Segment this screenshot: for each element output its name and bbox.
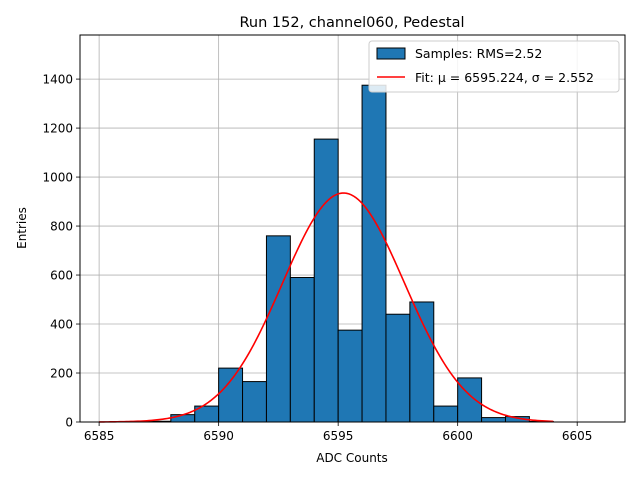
x-tick-label: 6600 — [442, 429, 473, 443]
histogram-bar — [386, 314, 410, 422]
y-tick-label: 800 — [50, 220, 73, 234]
histogram-bar — [434, 406, 458, 422]
legend-label-fit: Fit: μ = 6595.224, σ = 2.552 — [415, 70, 594, 85]
histogram-bars — [147, 85, 553, 422]
histogram-bar — [362, 85, 386, 422]
y-tick-label: 1000 — [42, 171, 73, 185]
x-axis-label: ADC Counts — [316, 451, 388, 465]
legend: Samples: RMS=2.52 Fit: μ = 6595.224, σ =… — [369, 41, 619, 92]
x-tick-label: 6595 — [323, 429, 354, 443]
histogram-bar — [458, 378, 482, 422]
histogram-bar — [243, 382, 267, 422]
chart-title: Run 152, channel060, Pedestal — [239, 15, 464, 31]
y-tick-label: 200 — [50, 367, 73, 381]
y-tick-label: 1400 — [42, 73, 73, 87]
x-tick-label: 6605 — [562, 429, 593, 443]
histogram-bar — [482, 418, 506, 422]
x-tick-label: 6590 — [203, 429, 234, 443]
histogram-bar — [219, 368, 243, 422]
x-axis-ticks: 6585 6590 6595 6600 6605 — [84, 422, 593, 443]
y-tick-label: 600 — [50, 269, 73, 283]
y-axis-ticks: 0 200 400 600 800 1000 1200 1400 — [42, 73, 80, 430]
histogram-bar — [171, 415, 195, 422]
y-tick-label: 0 — [65, 416, 73, 430]
x-tick-label: 6585 — [84, 429, 115, 443]
histogram-bar — [290, 277, 314, 422]
legend-label-histogram: Samples: RMS=2.52 — [415, 46, 542, 61]
histogram-bar — [266, 236, 290, 422]
legend-swatch-histogram — [377, 48, 405, 59]
y-tick-label: 1200 — [42, 122, 73, 136]
histogram-bar — [338, 330, 362, 422]
y-axis-label: Entries — [15, 207, 29, 249]
y-tick-label: 400 — [50, 318, 73, 332]
histogram-bar — [314, 139, 338, 422]
